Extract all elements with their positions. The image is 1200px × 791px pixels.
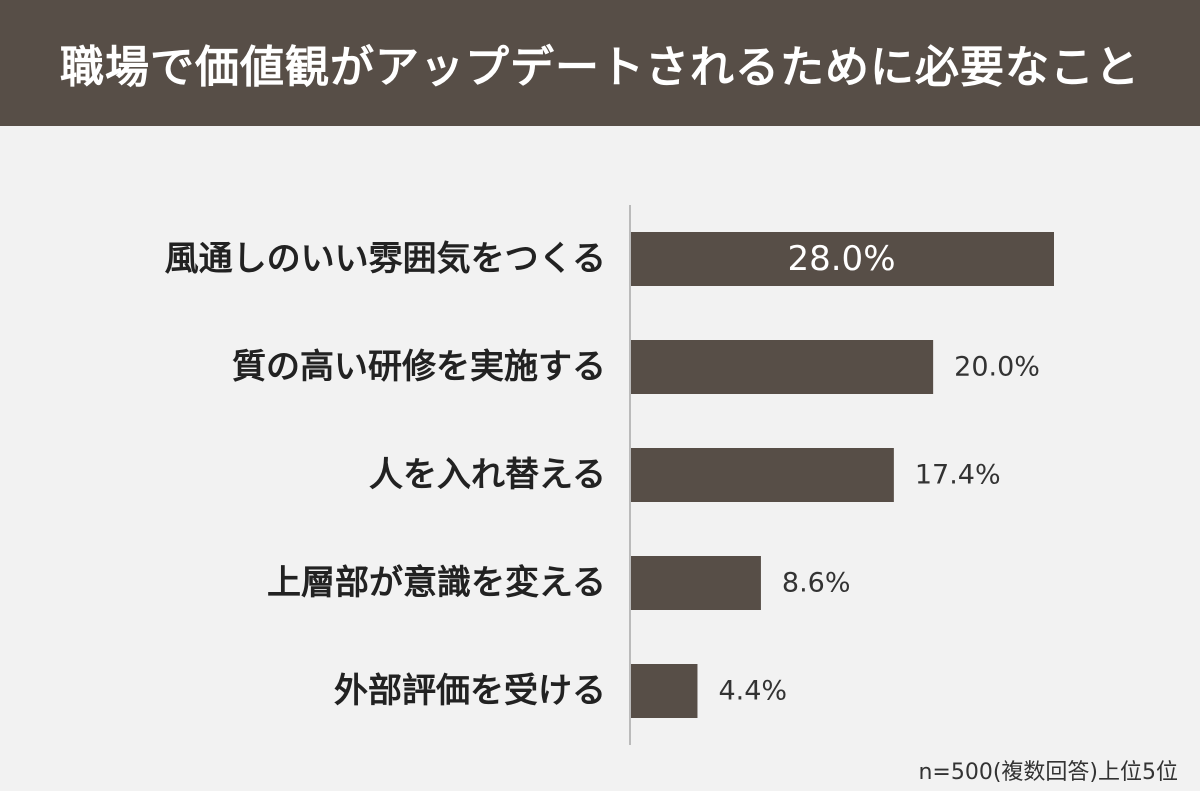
bar: [631, 664, 698, 718]
value-label: 28.0%: [787, 239, 895, 279]
value-label: 17.4%: [915, 460, 1001, 491]
value-label: 4.4%: [718, 676, 787, 707]
category-label: 上層部が意識を変える: [267, 563, 606, 603]
category-label: 外部評価を受ける: [334, 671, 606, 711]
bar: [631, 232, 1054, 286]
category-label: 質の高い研修を実施する: [232, 347, 606, 387]
title-bar: 職場で価値観がアップデートされるために必要なこと: [0, 0, 1200, 126]
bar: [631, 556, 761, 610]
value-label: 20.0%: [954, 352, 1040, 383]
category-label: 風通しのいい雰囲気をつくる: [165, 239, 606, 279]
value-label: 8.6%: [782, 568, 851, 599]
bar: [631, 340, 934, 394]
page-title: 職場で価値観がアップデートされるために必要なこと: [60, 42, 1140, 93]
bar: [631, 448, 894, 502]
category-label: 人を入れ替える: [369, 455, 606, 495]
sample-note: n=500(複数回答)上位5位: [918, 760, 1178, 785]
